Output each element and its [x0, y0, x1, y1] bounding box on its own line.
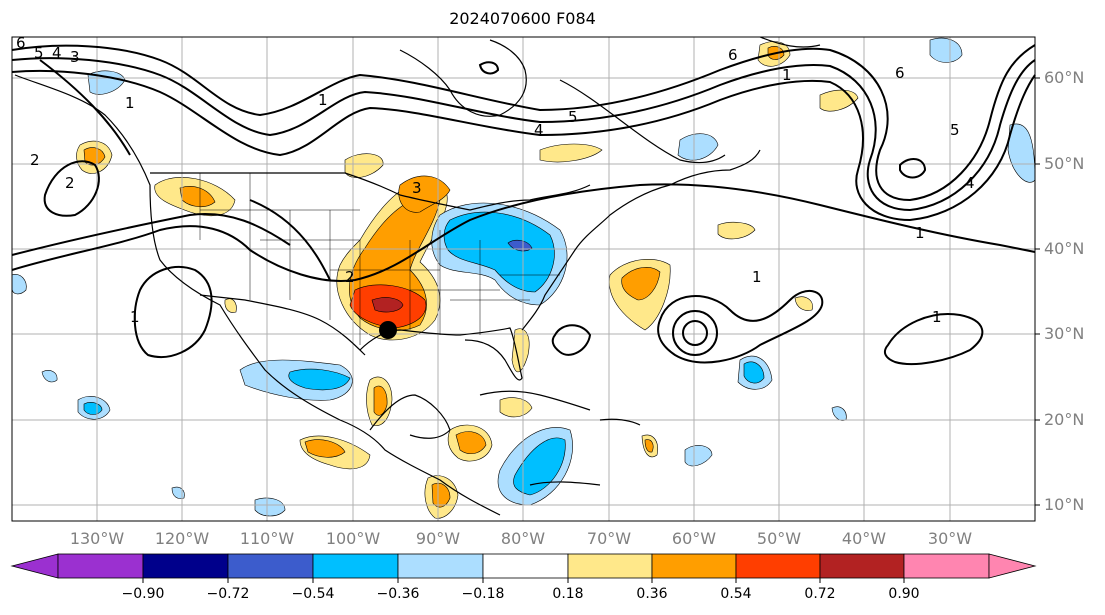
colorbar-tick-label: −0.36: [376, 586, 420, 602]
colorbar-over: [988, 553, 1037, 579]
contours: [11, 44, 1036, 366]
colorbar-segment: [397, 553, 484, 579]
location-marker: [379, 321, 397, 339]
colorbar-segment: [57, 553, 144, 579]
colorbar-tick-label: 0.72: [804, 586, 836, 602]
colorbar-segment: [227, 553, 314, 579]
chart-title: 2024070600 F084: [449, 9, 596, 28]
lat-label: 30°N: [1044, 324, 1085, 343]
lon-label: 80°W: [500, 529, 546, 548]
contour-labels: 6 5 4 3 1 2 2 1 1 2 3 4 5 6 1 6 5 4 1 1 …: [16, 34, 975, 326]
colorbar-under: [10, 553, 59, 579]
colorbar-segment: [651, 553, 737, 579]
contour-label: 1: [782, 66, 792, 84]
colorbar-tick-label: −0.18: [461, 586, 505, 602]
contour-label: 6: [728, 46, 738, 64]
colorbar-tick-label: 0.54: [720, 586, 752, 602]
colorbar-segment: [903, 553, 990, 579]
contour-label: 4: [965, 174, 975, 192]
colorbar-tick-label: −0.90: [121, 586, 165, 602]
contour-label: 5: [950, 121, 960, 139]
lat-label: 50°N: [1044, 154, 1085, 173]
colorbar-tick-label: −0.54: [291, 586, 335, 602]
colorbar-tick-label: 0.90: [888, 586, 920, 602]
colorbar-segment: [482, 553, 569, 579]
map-frame: [11, 36, 1036, 522]
contour-label: 1: [318, 91, 328, 109]
lon-label: 40°W: [841, 529, 887, 548]
contour-label: 5: [34, 44, 44, 62]
shading-layer: [11, 37, 1036, 519]
contour-label: 1: [932, 308, 942, 326]
colorbar-tick-label: 0.36: [636, 586, 668, 602]
colorbar-tick-label: 0.18: [552, 586, 584, 602]
lon-label: 120°W: [154, 529, 210, 548]
contour-label: 1: [130, 308, 140, 326]
lat-label: 40°N: [1044, 239, 1085, 258]
lat-label: 60°N: [1044, 68, 1085, 87]
colorbar-segment: [567, 553, 653, 579]
lat-label: 10°N: [1044, 495, 1085, 514]
contour-label: 4: [534, 121, 544, 139]
contour-label: 1: [915, 224, 925, 242]
contour-label: 2: [345, 268, 355, 286]
contour-label: 2: [65, 174, 75, 192]
lon-label: 100°W: [325, 529, 381, 548]
coastlines: [14, 36, 821, 516]
lon-label: 130°W: [69, 529, 125, 548]
lat-label: 20°N: [1044, 410, 1085, 429]
colorbar-segment: [142, 553, 229, 579]
colorbar: [10, 553, 1037, 583]
contour-label: 6: [16, 34, 26, 52]
lon-label: 90°W: [415, 529, 461, 548]
contour-label: 5: [568, 108, 578, 126]
graticule: [12, 37, 1035, 521]
lon-label: 110°W: [239, 529, 295, 548]
contour-label: 2: [30, 151, 40, 169]
contour-label: 3: [412, 179, 422, 197]
contour-label: 1: [125, 94, 135, 112]
lon-label: 70°W: [586, 529, 632, 548]
lon-label: 60°W: [671, 529, 717, 548]
colorbar-segment: [819, 553, 905, 579]
contour-label: 1: [752, 268, 762, 286]
colorbar-segment: [735, 553, 821, 579]
lon-label: 50°W: [756, 529, 802, 548]
colorbar-segment: [312, 553, 399, 579]
contour-label: 3: [70, 48, 80, 66]
colorbar-tick-label: −0.72: [206, 586, 250, 602]
contour-label: 4: [52, 44, 62, 62]
contour-label: 6: [895, 64, 905, 82]
lon-label: 30°W: [927, 529, 973, 548]
